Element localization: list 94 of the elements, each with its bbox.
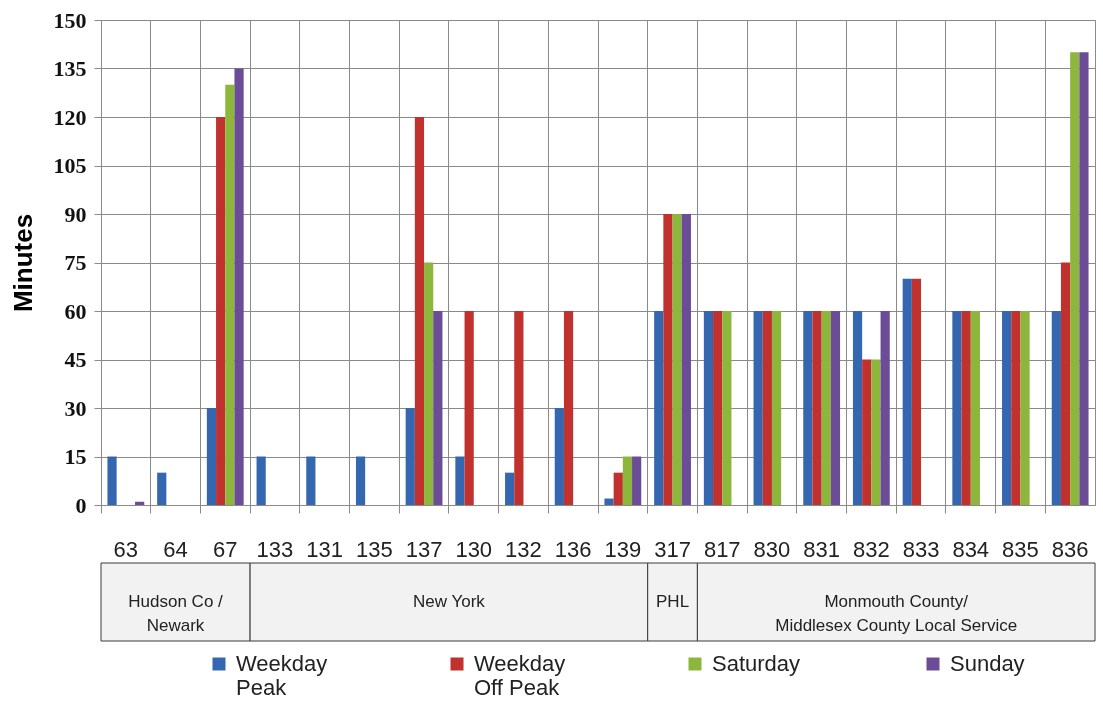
bar bbox=[256, 456, 266, 505]
bar bbox=[871, 359, 881, 505]
bar bbox=[216, 117, 226, 505]
bar bbox=[1070, 52, 1080, 505]
bar bbox=[654, 311, 664, 505]
bar bbox=[405, 408, 415, 505]
bar bbox=[622, 456, 633, 505]
bar bbox=[1020, 311, 1030, 505]
x-tick-label: 817 bbox=[703, 536, 741, 562]
x-tick-label: 137 bbox=[405, 536, 443, 562]
bar bbox=[433, 311, 443, 505]
bar bbox=[464, 311, 474, 505]
bar bbox=[703, 311, 714, 505]
x-tick-label: 317 bbox=[654, 536, 691, 562]
bar bbox=[563, 311, 574, 505]
x-tick-label: 834 bbox=[952, 536, 990, 562]
text: New York bbox=[412, 592, 486, 611]
bar bbox=[604, 498, 614, 505]
legend-label: Saturday bbox=[712, 651, 801, 676]
bar bbox=[505, 472, 515, 505]
bar bbox=[830, 311, 841, 505]
x-tick-label: 832 bbox=[852, 536, 890, 562]
bar bbox=[753, 311, 763, 505]
bar bbox=[234, 68, 244, 505]
x-tick-label: 131 bbox=[306, 536, 344, 562]
bar bbox=[1011, 311, 1021, 505]
y-tick-label: 150 bbox=[53, 7, 87, 33]
bar bbox=[1051, 311, 1061, 505]
y-tick-label: 45 bbox=[64, 347, 87, 372]
bar bbox=[821, 311, 831, 505]
x-tick-label: 836 bbox=[1051, 536, 1089, 562]
y-tick-label: 90 bbox=[64, 201, 87, 227]
bar bbox=[1002, 311, 1012, 505]
bar bbox=[902, 278, 912, 505]
bar bbox=[306, 456, 316, 505]
legend-label: Sunday bbox=[950, 651, 1025, 676]
bar bbox=[762, 311, 772, 505]
bar bbox=[355, 456, 366, 505]
bar bbox=[424, 262, 434, 505]
bar bbox=[722, 311, 732, 505]
bar bbox=[771, 311, 782, 505]
y-tick-label: 105 bbox=[53, 153, 87, 178]
text: Monmouth County/ Middlesex County Local Service bbox=[775, 592, 1018, 635]
y-tick-label: 0 bbox=[75, 492, 87, 518]
y-tick-label: 30 bbox=[64, 395, 87, 421]
bar bbox=[852, 311, 863, 505]
bar bbox=[663, 214, 673, 505]
bar bbox=[514, 311, 524, 505]
bar bbox=[225, 84, 235, 505]
legend-label: Weekday Peak bbox=[236, 651, 328, 700]
bar bbox=[961, 311, 971, 505]
bar bbox=[862, 359, 872, 505]
bar bbox=[613, 472, 623, 505]
bar bbox=[880, 311, 890, 505]
bar bbox=[414, 117, 425, 505]
bar bbox=[672, 214, 682, 505]
x-tick-label: 831 bbox=[803, 536, 841, 562]
text: Hudson Co / Newark bbox=[128, 592, 224, 635]
text: PHL bbox=[656, 592, 690, 611]
x-tick-label: 835 bbox=[1002, 536, 1039, 562]
bar bbox=[107, 456, 117, 505]
x-tick-label: 135 bbox=[355, 536, 393, 562]
x-tick-label: 130 bbox=[455, 536, 493, 562]
y-tick-label: 60 bbox=[64, 298, 87, 324]
bar bbox=[803, 311, 813, 505]
x-tick-label: 63 bbox=[113, 536, 139, 562]
y-tick-label: 15 bbox=[64, 444, 87, 469]
bar bbox=[812, 311, 822, 505]
bar bbox=[681, 214, 691, 505]
bar bbox=[632, 456, 642, 505]
y-tick-label: 120 bbox=[53, 104, 87, 130]
x-tick-label: 64 bbox=[163, 536, 188, 562]
y-axis-title: Minutes bbox=[7, 213, 38, 313]
x-tick-label: 136 bbox=[554, 536, 592, 562]
y-tick-label: 135 bbox=[53, 56, 87, 81]
x-tick-label: 139 bbox=[604, 536, 642, 562]
bar bbox=[554, 408, 564, 505]
bar bbox=[1079, 52, 1089, 505]
x-tick-label: 132 bbox=[505, 536, 542, 562]
bar bbox=[1060, 262, 1071, 505]
bar bbox=[157, 472, 167, 505]
legend-label: Weekday Off Peak bbox=[474, 651, 566, 700]
y-tick-label: 75 bbox=[64, 250, 87, 275]
bar bbox=[713, 311, 723, 505]
bar bbox=[135, 501, 145, 505]
bar bbox=[970, 311, 980, 505]
bar bbox=[206, 408, 217, 505]
x-tick-label: 67 bbox=[213, 536, 238, 562]
x-tick-label: 833 bbox=[902, 536, 940, 562]
bar bbox=[911, 278, 922, 505]
bar bbox=[455, 456, 465, 505]
bar bbox=[952, 311, 962, 505]
x-tick-label: 133 bbox=[256, 536, 294, 562]
x-tick-label: 830 bbox=[753, 536, 791, 562]
